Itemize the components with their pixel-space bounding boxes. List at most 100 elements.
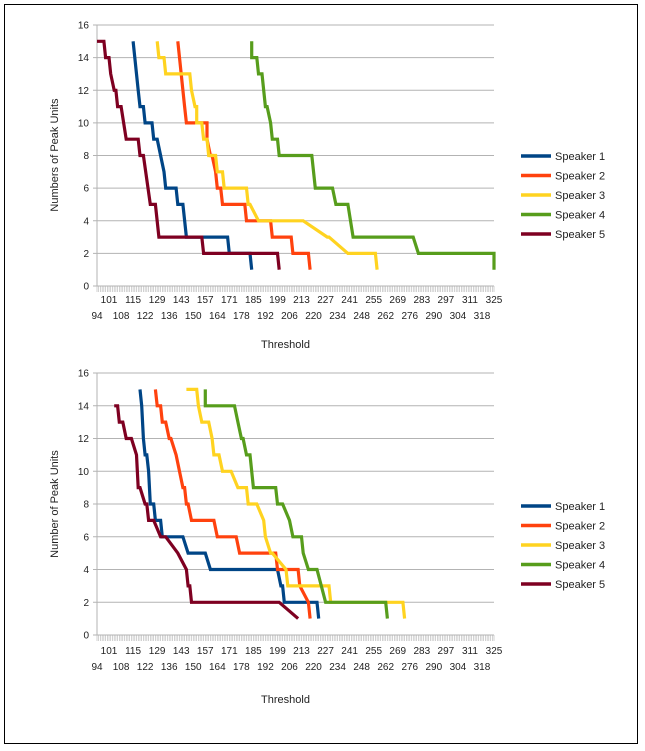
x-tick-label: 171 (221, 646, 238, 657)
x-tick-label: 94 (91, 311, 103, 322)
x-tick-label: 220 (305, 662, 322, 673)
x-tick-label: 94 (91, 662, 103, 673)
y-tick-label: 12 (78, 434, 90, 445)
series-line-speaker-1 (131, 41, 254, 270)
x-tick-label: 101 (101, 295, 118, 306)
x-tick-label: 178 (233, 311, 250, 322)
x-tick-label: 318 (474, 662, 491, 673)
x-tick-label: 129 (149, 646, 166, 657)
y-tick-label: 4 (83, 216, 89, 227)
y-tick-label: 16 (78, 369, 90, 380)
y-axis-title: Number of Peak Units (49, 450, 61, 558)
legend-label: Speaker 3 (555, 190, 605, 202)
x-tick-label: 157 (197, 646, 214, 657)
x-tick-label: 248 (353, 662, 370, 673)
legend: Speaker 1 Speaker 2 Speaker 3 Speaker 4 Spea… (521, 151, 605, 241)
x-tick-label: 157 (197, 295, 214, 306)
x-tick-label: 276 (401, 662, 418, 673)
x-tick-label: 255 (365, 646, 382, 657)
legend-label: Speaker 1 (555, 501, 605, 513)
x-tick-label: 297 (438, 646, 455, 657)
series-line-speaker-4 (250, 41, 496, 270)
y-tick-label: 0 (83, 282, 89, 293)
legend-label: Speaker 4 (555, 560, 605, 572)
x-tick-label: 136 (161, 662, 178, 673)
x-tick-label: 283 (413, 295, 430, 306)
x-tick-label: 276 (401, 311, 418, 322)
x-tick-label: 220 (305, 311, 322, 322)
x-tick-label: 269 (389, 295, 406, 306)
x-tick-label: 199 (269, 646, 286, 657)
x-tick-label: 192 (257, 662, 274, 673)
x-tick-label: 150 (185, 662, 202, 673)
y-tick-label: 8 (83, 500, 89, 511)
y-tick-label: 0 (83, 631, 89, 642)
legend-label: Speaker 2 (555, 521, 605, 533)
x-tick-label: 227 (317, 646, 334, 657)
x-tick-label: 255 (365, 295, 382, 306)
chart-2: 0 2 4 6 8 10 12 14 16 101 115 129 143 157 171 185 199 213… (49, 369, 605, 707)
series-line-speaker-5 (114, 404, 300, 620)
y-tick-label: 6 (83, 184, 89, 195)
y-tick-label: 2 (83, 598, 89, 609)
x-tick-label: 241 (341, 295, 358, 306)
x-tick-label: 234 (329, 311, 346, 322)
legend-label: Speaker 3 (555, 540, 605, 552)
x-tick-label: 192 (257, 311, 274, 322)
x-tick-label: 136 (161, 311, 178, 322)
x-tick-label: 283 (413, 646, 430, 657)
series-line-speaker-4 (203, 389, 389, 619)
figure-frame (4, 4, 638, 744)
x-tick-label: 325 (486, 646, 503, 657)
series-line-speaker-2 (176, 41, 312, 270)
legend-label: Speaker 2 (555, 171, 605, 183)
x-tick-label: 213 (293, 295, 310, 306)
y-tick-label: 8 (83, 151, 89, 162)
x-tick-label: 311 (462, 295, 478, 306)
x-tick-label: 150 (185, 311, 202, 322)
x-tick-label: 241 (341, 646, 358, 657)
y-tick-label: 10 (78, 467, 90, 478)
x-tick-label: 115 (125, 646, 141, 657)
legend-label: Speaker 5 (555, 579, 605, 591)
legend-label: Speaker 5 (555, 229, 605, 241)
x-tick-label: 262 (377, 311, 394, 322)
y-tick-label: 2 (83, 249, 89, 260)
legend: Speaker 1 Speaker 2 Speaker 3 Speaker 4 Spea… (521, 501, 605, 591)
x-tick-label: 171 (221, 295, 238, 306)
x-tick-label: 234 (329, 662, 346, 673)
x-tick-label: 143 (173, 646, 190, 657)
y-tick-label: 4 (83, 565, 89, 576)
x-tick-label: 164 (209, 311, 226, 322)
series-line-speaker-5 (97, 39, 281, 270)
x-tick-label: 178 (233, 662, 250, 673)
x-tick-label: 108 (113, 662, 130, 673)
x-tick-label: 290 (426, 311, 443, 322)
x-tick-label: 290 (426, 662, 443, 673)
x-tick-label: 122 (137, 662, 154, 673)
legend-label: Speaker 4 (555, 210, 605, 222)
x-tick-label: 101 (101, 646, 118, 657)
x-tick-label: 297 (438, 295, 455, 306)
x-tick-label: 129 (149, 295, 166, 306)
x-tick-label: 199 (269, 295, 286, 306)
x-tick-label: 311 (462, 646, 478, 657)
y-tick-label: 14 (78, 53, 90, 64)
x-tick-label: 262 (377, 662, 394, 673)
x-tick-label: 304 (450, 662, 467, 673)
x-tick-label: 122 (137, 311, 154, 322)
x-tick-label: 206 (281, 311, 298, 322)
y-tick-label: 10 (78, 118, 90, 129)
y-tick-label: 14 (78, 401, 90, 412)
series-line-speaker-3 (155, 41, 379, 270)
x-tick-label: 325 (486, 295, 503, 306)
x-tick-label: 248 (353, 311, 370, 322)
y-tick-label: 6 (83, 532, 89, 543)
y-tick-label: 12 (78, 86, 90, 97)
y-axis-title: Numbers of Peak Units (49, 98, 61, 212)
x-axis-title: Threshold (261, 694, 310, 706)
y-tick-label: 16 (78, 21, 90, 32)
x-tick-label: 213 (293, 646, 310, 657)
x-tick-label: 206 (281, 662, 298, 673)
